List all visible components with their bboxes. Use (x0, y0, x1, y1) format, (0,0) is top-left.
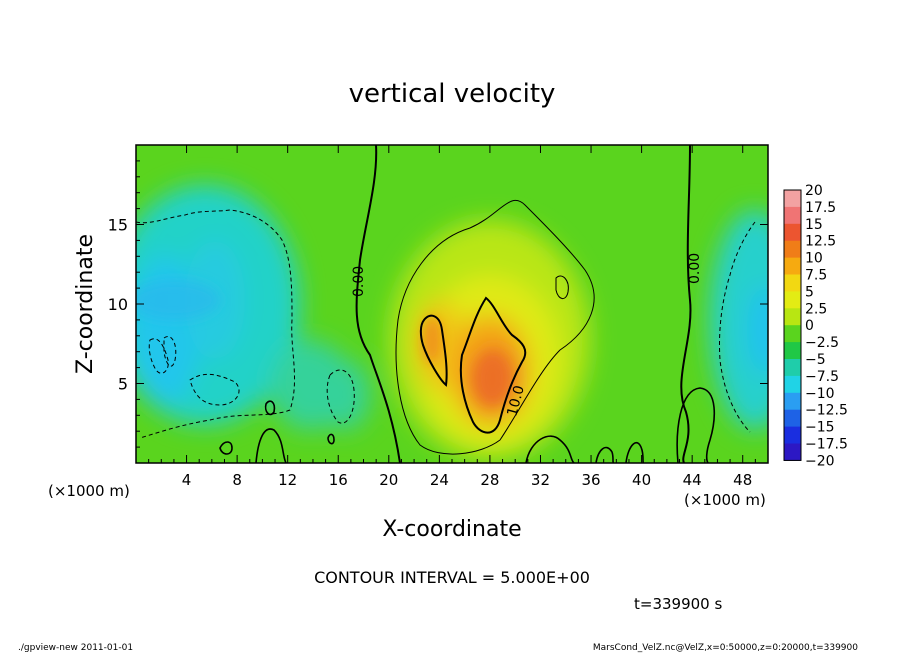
colorbar-swatch (784, 342, 801, 360)
colorbar-label: 5 (805, 284, 814, 300)
x-tick-label: 36 (581, 471, 600, 489)
colorbar-label: 7.5 (805, 268, 827, 284)
colorbar-swatch (784, 308, 801, 326)
colorbar-swatch (784, 392, 801, 411)
contour-interval-text: CONTOUR INTERVAL = 5.000E+00 (314, 568, 590, 587)
colorbar-swatch (784, 443, 801, 461)
colorbar-label: −20 (805, 453, 835, 469)
y-axis: 5 10 15 (108, 160, 768, 448)
chart-title: vertical velocity (349, 79, 556, 109)
x-tick-label: 24 (430, 471, 449, 489)
colorbar-swatch (784, 359, 801, 377)
colorbar-swatch (784, 274, 801, 292)
colorbar-swatch (784, 291, 801, 309)
x-tick-label: 32 (531, 471, 550, 489)
colorbar-label: 12.5 (805, 234, 836, 250)
colorbar-label: 0 (805, 318, 814, 334)
colorbar-label: 10 (805, 251, 823, 267)
zero-contour-left (355, 145, 401, 463)
x-tick-label: 4 (182, 471, 192, 489)
velocity-field (136, 145, 768, 463)
contour-label-ten: 10.0 (504, 384, 528, 418)
x-axis: 4 8 12 16 20 24 28 32 36 40 44 48 (148, 145, 756, 489)
colorbar-swatch (784, 206, 801, 225)
x-tick-label: 20 (379, 471, 398, 489)
contour-label-zero-right: 0.00 (687, 253, 703, 284)
x-unit-label-right: (×1000 m) (684, 491, 766, 509)
colorbar-label: −12.5 (805, 403, 848, 419)
x-tick-label: 48 (733, 471, 752, 489)
ten-contour-main (459, 296, 527, 434)
time-label: t=339900 s (634, 595, 722, 613)
x-tick-label: 8 (232, 471, 242, 489)
x-tick-label: 28 (480, 471, 499, 489)
y-tick-label: 5 (118, 375, 128, 394)
colorbar: 2017.51512.5107.552.50−2.5−5−7.5−10−12.5… (783, 183, 848, 469)
zero-contour-islands (219, 387, 716, 463)
colorbar-label: 15 (805, 217, 823, 233)
colorbar-swatch (784, 325, 801, 343)
colorbar-label: −17.5 (805, 437, 848, 453)
colorbar-swatch (784, 190, 801, 208)
y-axis-title: Z-coordinate (73, 234, 98, 374)
x-tick-label: 40 (632, 471, 651, 489)
zero-contour-right (680, 145, 692, 463)
colorbar-swatch (784, 426, 801, 444)
y-tick-label: 10 (108, 295, 128, 314)
colorbar-swatch (784, 223, 801, 242)
contour-label-zero-left: 0.00 (351, 266, 367, 297)
colorbar-swatch (784, 409, 801, 428)
colorbar-label: 17.5 (805, 200, 836, 216)
colorbar-swatch (784, 375, 801, 394)
y-tick-label: 15 (108, 216, 128, 235)
x-tick-label: 16 (329, 471, 348, 489)
colorbar-swatch (784, 240, 801, 259)
footer-left: ./gpview-new 2011-01-01 (18, 643, 133, 653)
colorbar-label: −7.5 (805, 369, 839, 385)
colorbar-label: 20 (805, 183, 823, 199)
five-contour-small (555, 275, 569, 299)
x-tick-label: 44 (683, 471, 702, 489)
x-tick-label: 12 (278, 471, 297, 489)
colorbar-label: −15 (805, 420, 835, 436)
negative-dashed-contours (136, 209, 756, 439)
ten-contour-left (419, 314, 448, 387)
x-unit-label-left: (×1000 m) (48, 482, 130, 500)
colorbar-label: 2.5 (805, 301, 827, 317)
colorbar-frame (783, 189, 802, 461)
x-axis-title: X-coordinate (382, 517, 521, 542)
colorbar-label: −2.5 (805, 335, 839, 351)
footer-right: MarsCond_VelZ.nc@VelZ,x=0:50000,z=0:2000… (593, 643, 858, 653)
five-contour (395, 199, 595, 455)
colorbar-label: −5 (805, 352, 826, 368)
colorbar-label: −10 (805, 386, 835, 402)
colorbar-swatch (784, 257, 801, 275)
